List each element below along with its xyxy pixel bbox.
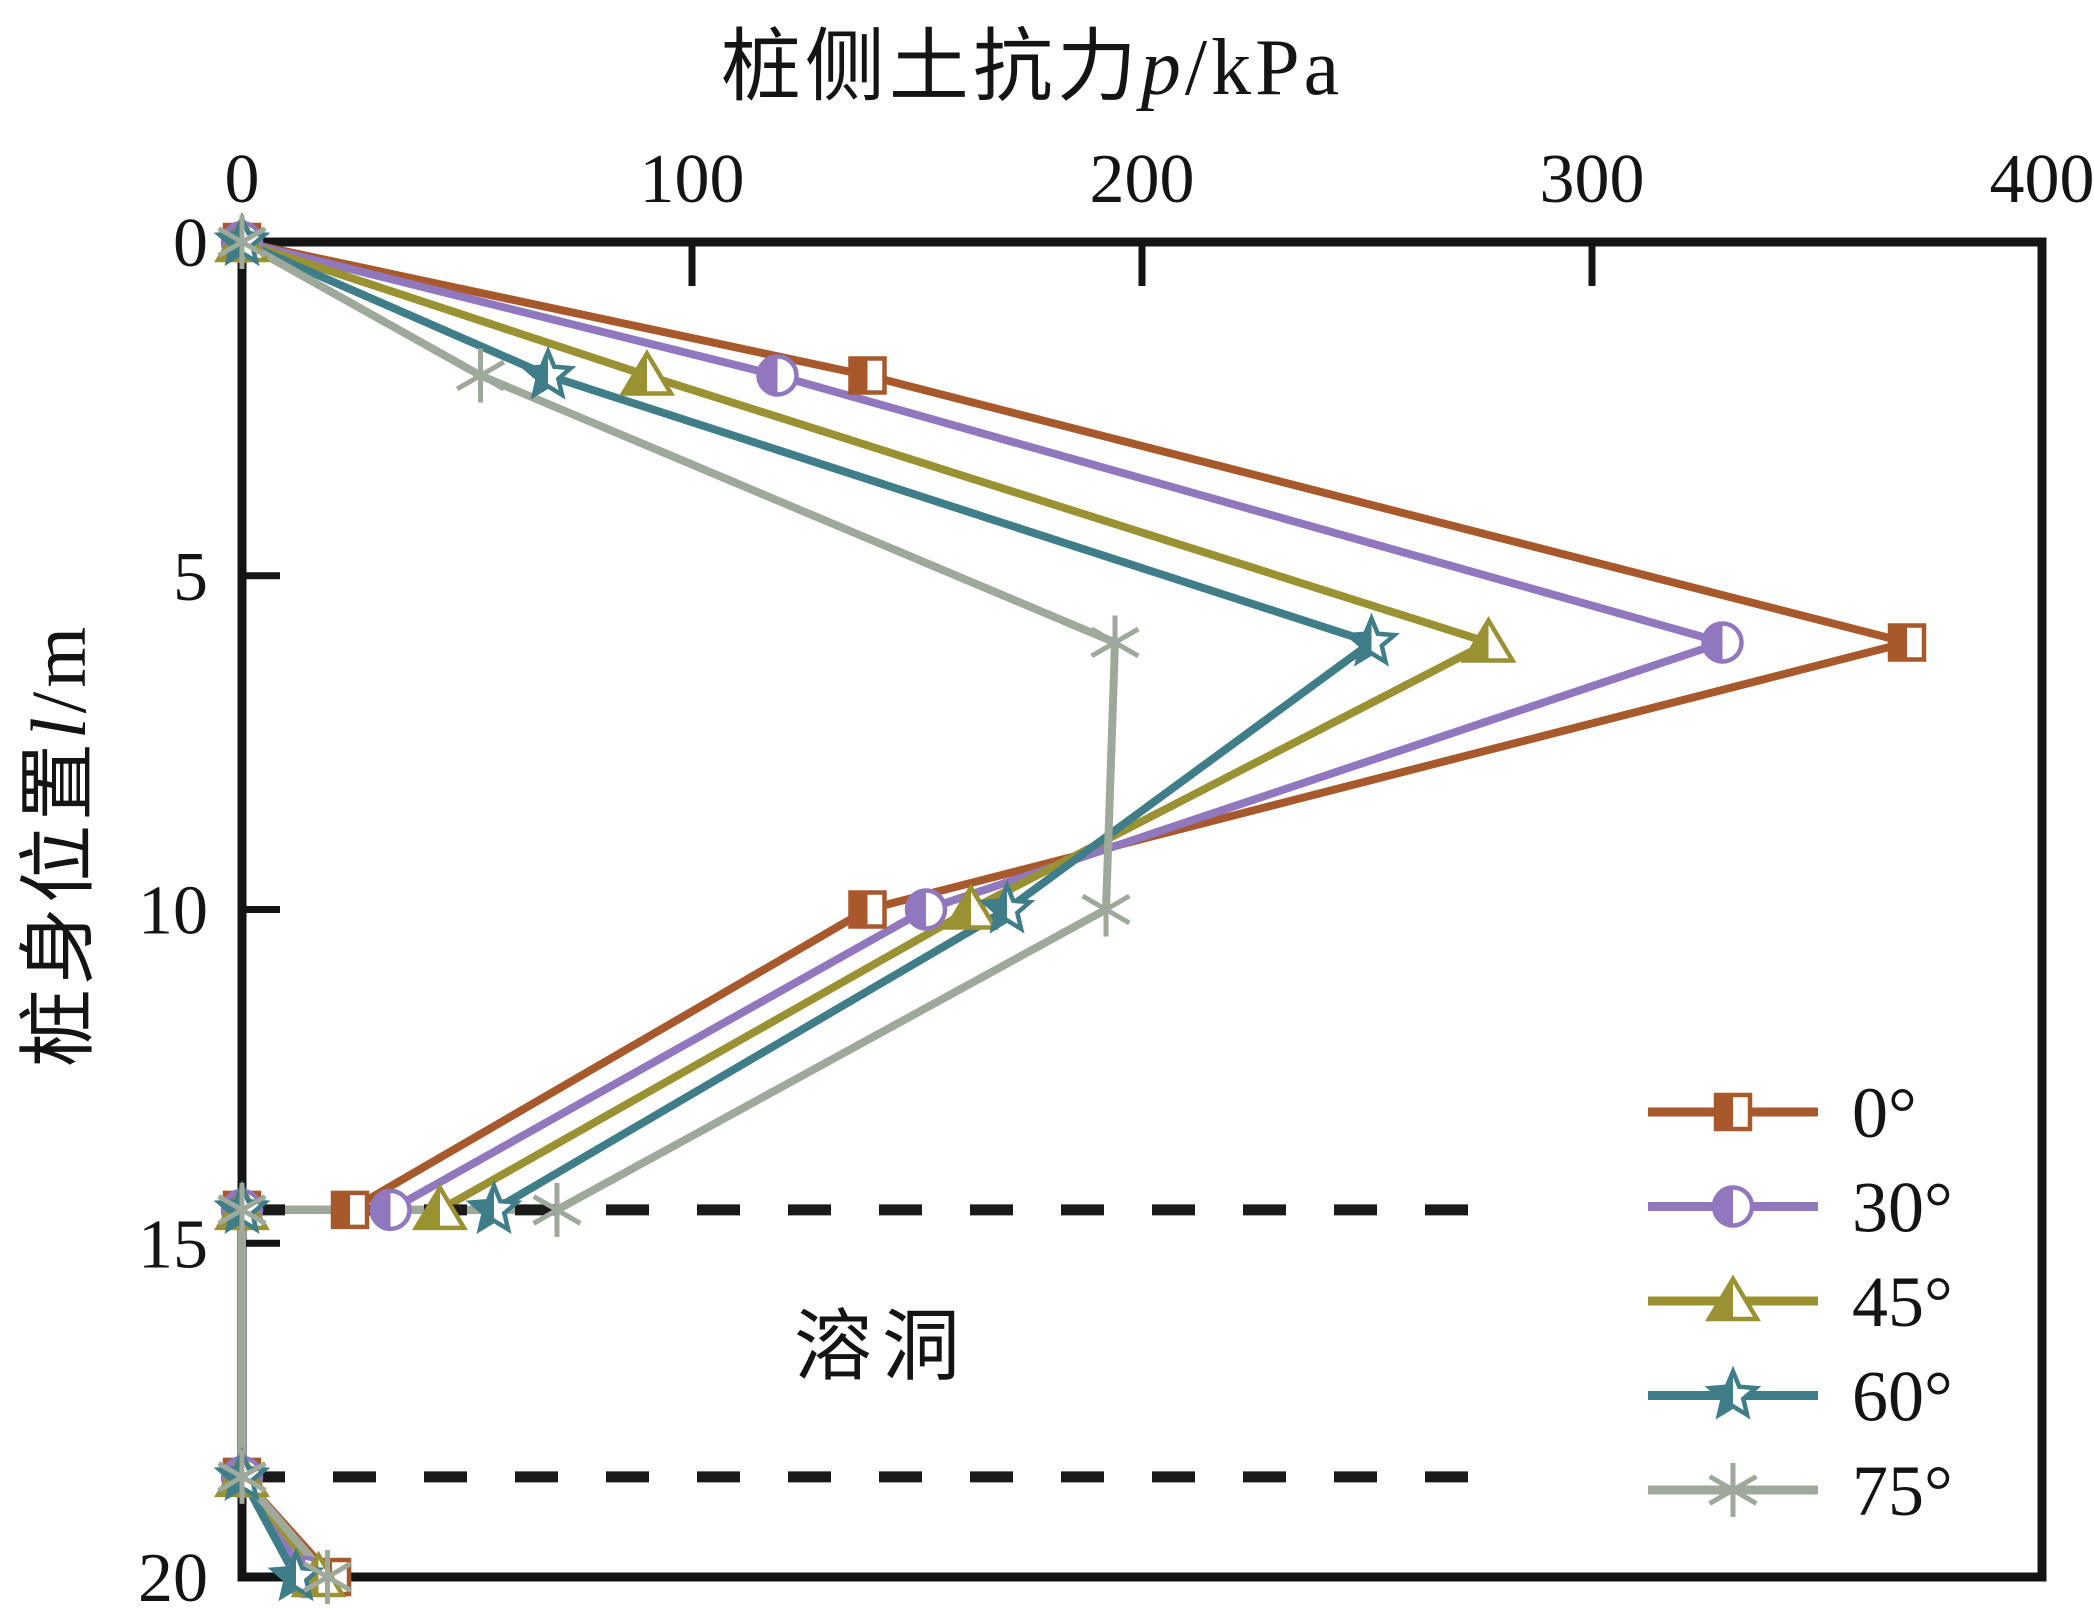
marker-30° — [904, 888, 948, 931]
x-axis-unit: /kPa — [1184, 24, 1344, 112]
y-axis-variable: l — [15, 713, 102, 739]
x-tick-label: 300 — [1540, 141, 1645, 218]
marker-30° — [369, 1188, 412, 1232]
marker-75° — [217, 1182, 267, 1237]
y-tick-label: 5 — [173, 539, 208, 616]
legend-marker-half-circle — [1711, 1185, 1755, 1228]
legend-marker-half-square — [1713, 1092, 1753, 1132]
marker-45° — [943, 883, 999, 930]
x-tick-label: 100 — [640, 141, 745, 218]
y-tick-label: 10 — [138, 873, 208, 950]
y-tick-label: 15 — [138, 1206, 208, 1283]
legend-item-45°: 45° — [1648, 1262, 1953, 1342]
legend-label: 30° — [1852, 1168, 1953, 1248]
x-axis-variable: p — [1140, 24, 1185, 112]
marker-60° — [519, 345, 577, 400]
x-tick-label: 200 — [1090, 141, 1195, 218]
cave-label: 溶洞 — [793, 1303, 971, 1390]
x-tick-label: 0 — [225, 141, 260, 218]
marker-30° — [1701, 621, 1744, 664]
marker-75° — [217, 1449, 267, 1504]
marker-60° — [978, 879, 1036, 934]
marker-75° — [1090, 615, 1140, 670]
legend-marker-asterisk — [1708, 1463, 1758, 1517]
marker-60° — [1343, 612, 1400, 667]
marker-0° — [1887, 623, 1927, 662]
marker-75° — [455, 348, 506, 403]
x-axis-title-text: 桩侧土抗力 — [720, 24, 1141, 112]
y-axis-title-text: 桩身位置 — [15, 739, 102, 1068]
marker-75° — [1081, 882, 1131, 937]
marker-60° — [465, 1179, 523, 1235]
y-axis-unit: /m — [15, 622, 102, 714]
legend-label: 60° — [1852, 1357, 1953, 1437]
marker-75° — [302, 1550, 353, 1604]
plot-border — [237, 237, 2047, 1582]
marker-0° — [848, 356, 887, 395]
legend-item-30°: 30° — [1648, 1168, 1953, 1248]
y-tick-label: 20 — [138, 1540, 208, 1609]
marker-0° — [848, 890, 887, 929]
legend-marker-half-triangle — [1705, 1274, 1761, 1322]
series-line-75° — [238, 238, 1120, 1580]
x-tick-label: 400 — [1990, 141, 2094, 218]
marker-45° — [1460, 616, 1517, 663]
marker-30° — [756, 354, 799, 397]
marker-75° — [532, 1182, 582, 1237]
legend-marker-half-star — [1704, 1365, 1762, 1420]
marker-0° — [330, 1190, 370, 1230]
series-line-0° — [238, 238, 1908, 1580]
legend-label: 0° — [1852, 1073, 1917, 1153]
legend-item-60°: 60° — [1648, 1357, 1953, 1437]
y-tick-label: 0 — [173, 205, 208, 282]
legend-label: 75° — [1852, 1451, 1953, 1531]
marker-75° — [217, 215, 267, 269]
marker-45° — [412, 1183, 468, 1231]
legend-item-0°: 0° — [1648, 1073, 1917, 1153]
legend-item-75°: 75° — [1648, 1451, 1953, 1531]
legend-label: 45° — [1852, 1262, 1953, 1342]
x-axis-title: 桩侧土抗力p/kPa — [721, 2, 1343, 118]
y-axis-title: 桩身位置l/m — [0, 623, 108, 1067]
marker-45° — [619, 349, 675, 396]
